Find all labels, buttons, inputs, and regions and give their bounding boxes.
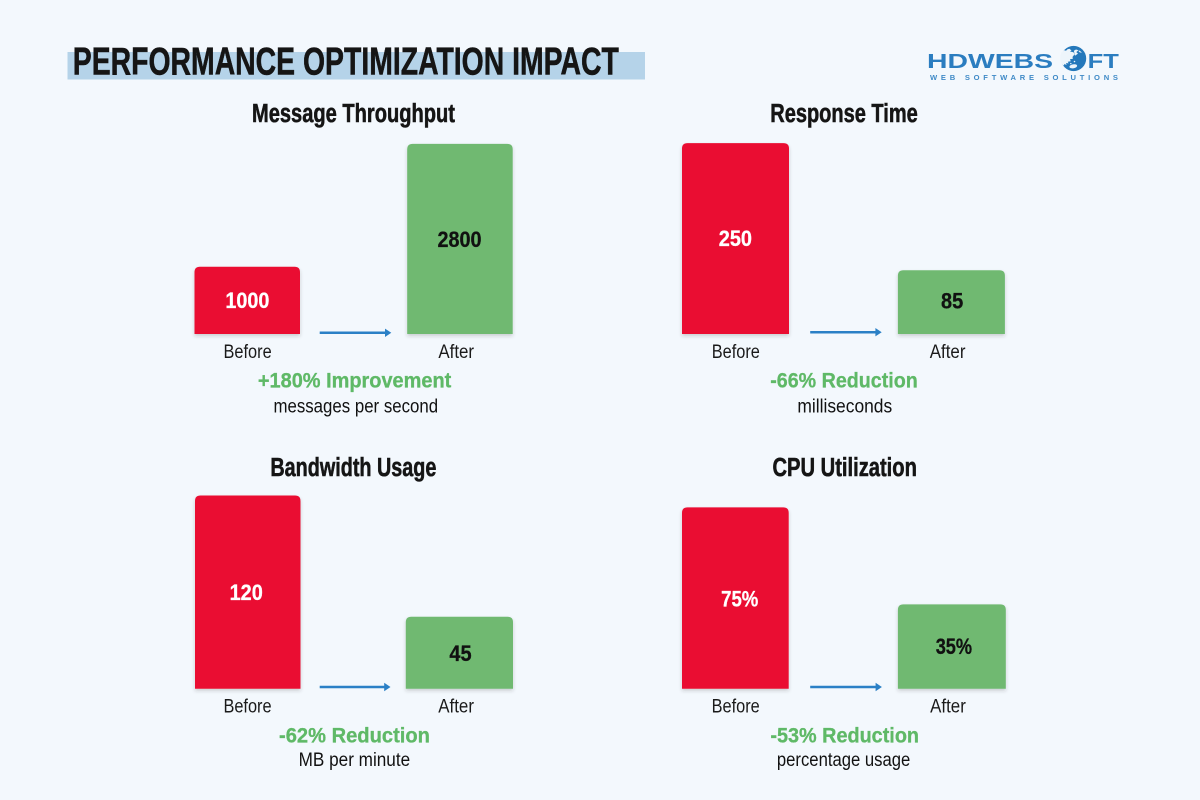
svg-text:After: After	[930, 341, 966, 363]
svg-text:Before: Before	[712, 341, 760, 363]
svg-text:250: 250	[719, 226, 752, 251]
svg-text:Response Time: Response Time	[770, 100, 918, 128]
svg-text:45: 45	[449, 641, 471, 666]
svg-text:-66% Reduction: -66% Reduction	[770, 369, 918, 392]
svg-text:Before: Before	[712, 695, 760, 717]
svg-text:-62% Reduction: -62% Reduction	[279, 724, 430, 747]
svg-text:1000: 1000	[225, 288, 269, 313]
svg-text:milliseconds: milliseconds	[797, 397, 892, 418]
svg-text:percentage usage: percentage usage	[777, 750, 910, 771]
svg-text:2800: 2800	[438, 227, 482, 252]
svg-text:MB per minute: MB per minute	[299, 750, 411, 771]
svg-text:After: After	[930, 695, 966, 717]
svg-text:Before: Before	[223, 695, 271, 717]
svg-text:WEB SOFTWARE SOLUTIONS: WEB SOFTWARE SOLUTIONS	[930, 73, 1118, 82]
svg-text:PERFORMANCE OPTIMIZATION IMPAC: PERFORMANCE OPTIMIZATION IMPACT	[73, 41, 619, 84]
svg-text:Bandwidth Usage: Bandwidth Usage	[270, 454, 436, 482]
svg-text:CPU Utilization: CPU Utilization	[773, 454, 917, 482]
svg-text:35%: 35%	[936, 634, 972, 659]
svg-text:messages per second: messages per second	[273, 397, 438, 418]
svg-text:75%: 75%	[721, 586, 758, 611]
svg-text:Before: Before	[224, 341, 272, 363]
svg-text:Message Throughput: Message Throughput	[252, 100, 455, 128]
svg-text:+180% Improvement: +180% Improvement	[258, 369, 451, 392]
svg-text:HDWEBS: HDWEBS	[927, 51, 1053, 73]
svg-text:After: After	[438, 341, 474, 363]
svg-text:-53% Reduction: -53% Reduction	[770, 724, 919, 747]
svg-text:120: 120	[230, 580, 263, 605]
svg-text:FT: FT	[1088, 51, 1119, 73]
svg-text:After: After	[438, 695, 474, 717]
svg-text:85: 85	[941, 289, 963, 314]
